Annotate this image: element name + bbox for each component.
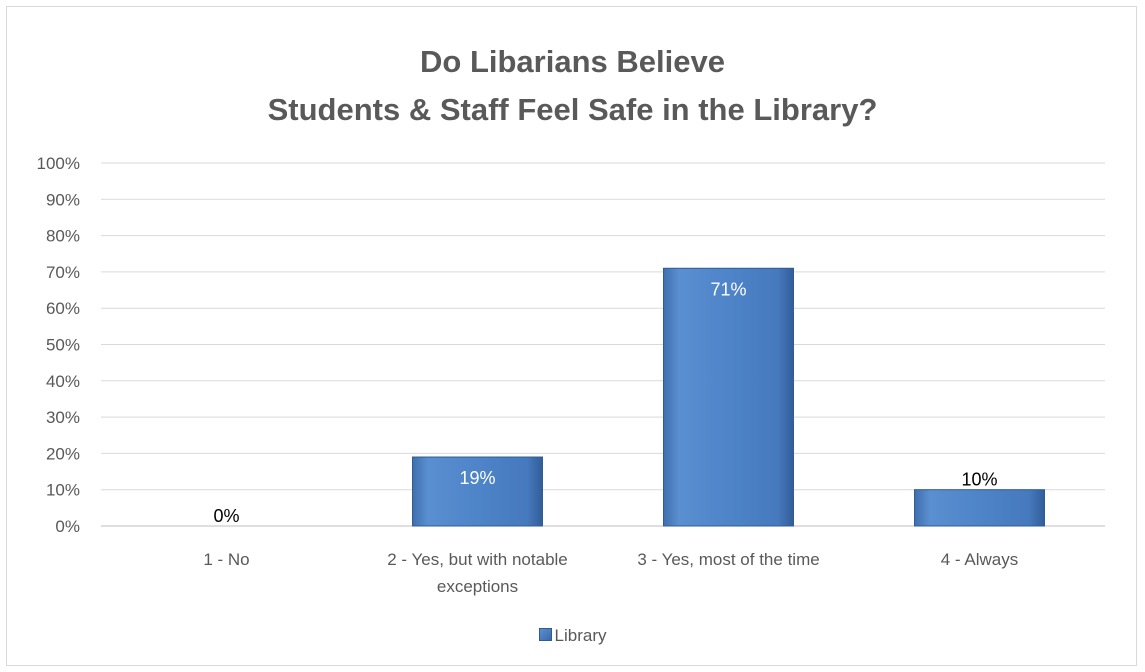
data-label: 71% bbox=[710, 279, 746, 299]
data-labels: 0% 19% 71% 10% bbox=[213, 279, 997, 526]
x-category-label: 3 - Yes, most of the time bbox=[637, 550, 819, 569]
x-axis-category-labels: 1 - No 2 - Yes, but with notable exception… bbox=[203, 550, 1018, 596]
data-label: 10% bbox=[961, 470, 997, 490]
y-tick-label: 50% bbox=[46, 336, 80, 355]
y-tick-label: 30% bbox=[46, 408, 80, 427]
chart-title-line-1: Do Libarians Believe bbox=[420, 44, 725, 79]
gridlines bbox=[101, 162, 1105, 527]
y-tick-label: 20% bbox=[46, 444, 80, 463]
y-tick-label: 80% bbox=[46, 227, 80, 246]
y-tick-label: 60% bbox=[46, 299, 80, 318]
bar bbox=[412, 456, 543, 527]
y-tick-label: 70% bbox=[46, 263, 80, 282]
bar bbox=[663, 267, 794, 527]
legend: Library bbox=[0, 626, 1145, 646]
legend-swatch-library bbox=[538, 628, 552, 642]
chart-frame bbox=[6, 6, 1137, 666]
data-label: 0% bbox=[213, 506, 239, 526]
x-category-label: 1 - No bbox=[203, 550, 249, 569]
x-category-label: exceptions bbox=[437, 577, 518, 596]
y-tick-label: 40% bbox=[46, 372, 80, 391]
legend-label-library: Library bbox=[554, 626, 607, 645]
data-label: 19% bbox=[459, 468, 495, 488]
y-axis-tick-labels: 0% 10% 20% 30% 40% 50% 60% 70% 80% 90% 100% bbox=[37, 154, 80, 536]
bar bbox=[914, 489, 1045, 527]
y-tick-label: 100% bbox=[37, 154, 80, 173]
y-tick-label: 90% bbox=[46, 190, 80, 209]
y-tick-label: 0% bbox=[55, 517, 80, 536]
x-category-label: 4 - Always bbox=[941, 550, 1018, 569]
x-category-label: 2 - Yes, but with notable bbox=[387, 550, 568, 569]
bars bbox=[412, 267, 1045, 527]
chart-title-line-2: Students & Staff Feel Safe in the Librar… bbox=[267, 92, 878, 127]
y-tick-label: 10% bbox=[46, 481, 80, 500]
